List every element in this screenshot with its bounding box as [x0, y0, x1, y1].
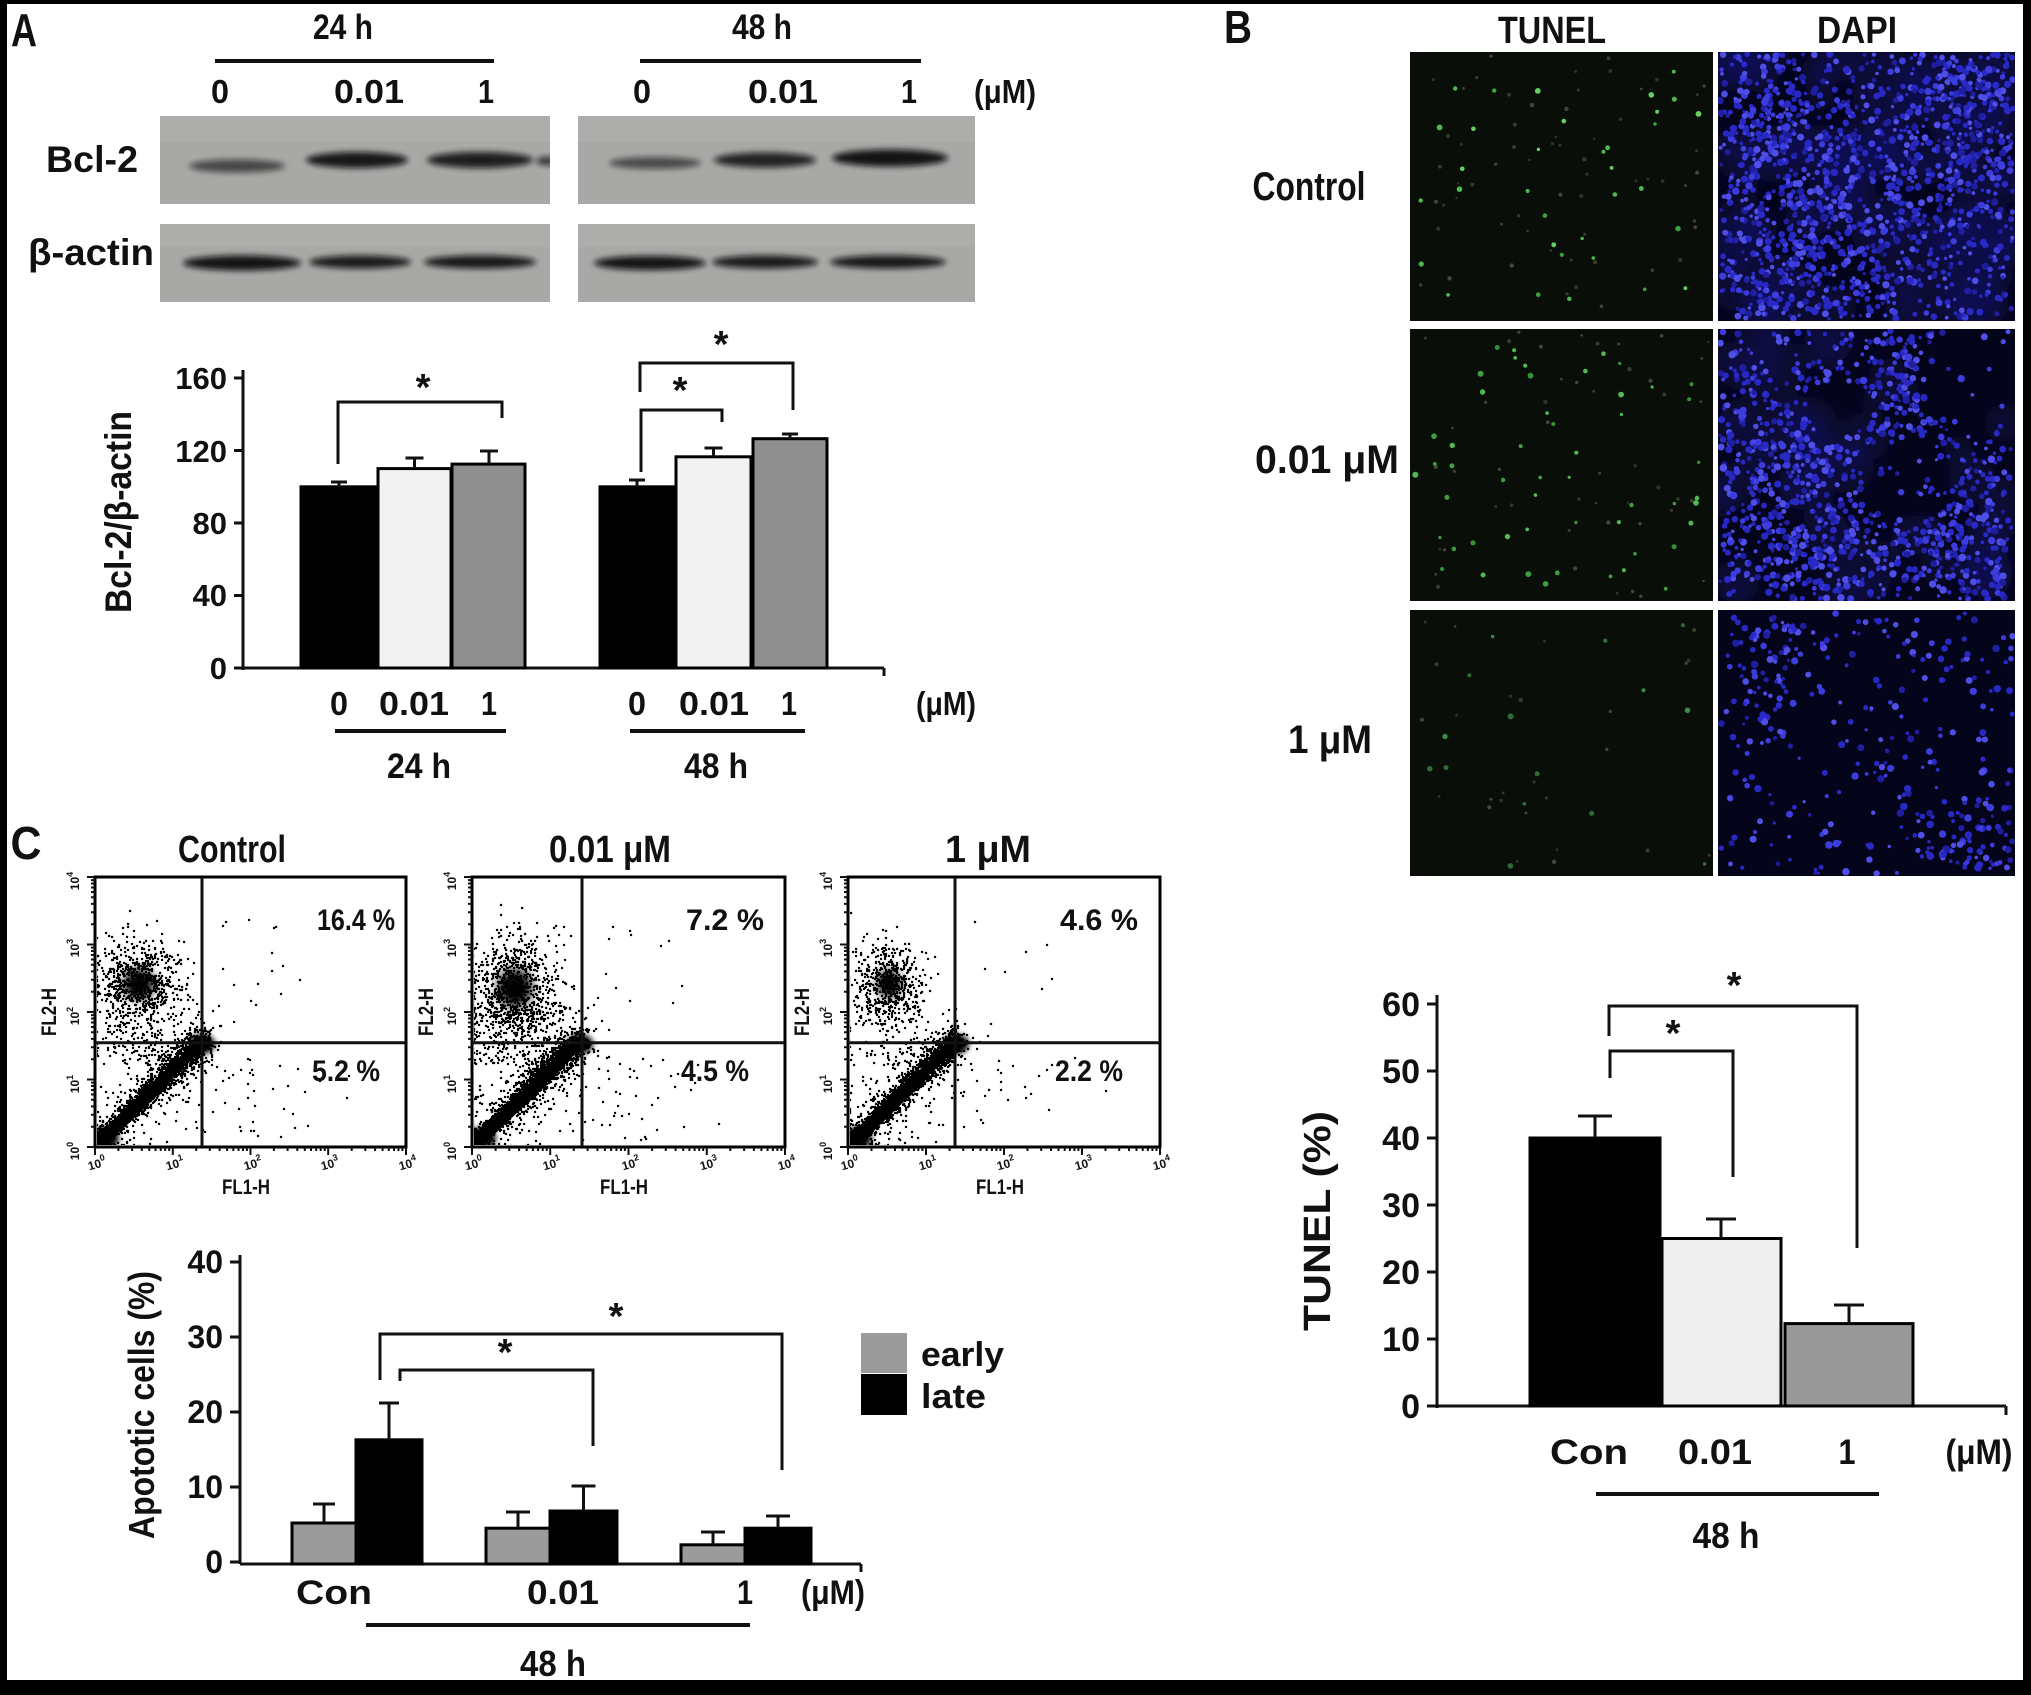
svg-text:*: * — [1727, 965, 1742, 1007]
svg-text:1 μM: 1 μM — [1288, 718, 1372, 762]
svg-text:40: 40 — [187, 1244, 223, 1280]
svg-text:0.01: 0.01 — [679, 685, 749, 722]
svg-text:48 h: 48 h — [684, 747, 748, 786]
svg-text:*: * — [714, 324, 729, 366]
svg-text:1 μM: 1 μM — [945, 829, 1031, 871]
svg-text:Con: Con — [1550, 1433, 1628, 1472]
svg-text:40: 40 — [193, 578, 227, 613]
svg-text:*: * — [609, 1296, 624, 1338]
svg-text:0.01 μM: 0.01 μM — [1255, 438, 1399, 482]
svg-text:B: B — [1224, 1, 1252, 53]
svg-text:*: * — [1666, 1013, 1681, 1055]
svg-text:*: * — [673, 370, 688, 412]
svg-text:*: * — [498, 1332, 513, 1374]
svg-text:Control: Control — [178, 829, 286, 871]
svg-text:0: 0 — [210, 651, 227, 686]
svg-text:(μM): (μM) — [916, 685, 976, 722]
svg-text:30: 30 — [187, 1319, 223, 1355]
svg-text:1: 1 — [478, 73, 494, 110]
svg-text:0: 0 — [330, 685, 348, 722]
svg-text:4.6 %: 4.6 % — [1060, 904, 1138, 937]
svg-text:1: 1 — [781, 685, 797, 722]
svg-text:0.01: 0.01 — [379, 685, 449, 722]
svg-text:0: 0 — [1401, 1388, 1420, 1426]
svg-text:0.01: 0.01 — [748, 73, 818, 110]
svg-text:TUNEL (%): TUNEL (%) — [1297, 1111, 1339, 1331]
svg-text:0: 0 — [205, 1544, 223, 1580]
svg-text:20: 20 — [1382, 1254, 1420, 1292]
svg-text:24 h: 24 h — [313, 8, 373, 47]
svg-text:0.01 μM: 0.01 μM — [549, 829, 671, 871]
svg-text:Control: Control — [1253, 165, 1366, 209]
svg-text:0.01: 0.01 — [527, 1574, 599, 1612]
svg-text:10: 10 — [187, 1469, 223, 1505]
svg-text:0.01: 0.01 — [1678, 1433, 1752, 1472]
svg-text:β-actin: β-actin — [28, 232, 154, 273]
svg-text:FL2-H: FL2-H — [38, 988, 61, 1036]
svg-text:16.4 %: 16.4 % — [317, 904, 395, 937]
svg-text:30: 30 — [1382, 1187, 1420, 1225]
svg-text:FL2-H: FL2-H — [791, 988, 814, 1036]
svg-text:FL1-H: FL1-H — [222, 1176, 270, 1199]
svg-text:0: 0 — [628, 685, 646, 722]
svg-text:FL1-H: FL1-H — [976, 1176, 1024, 1199]
svg-text:20: 20 — [187, 1394, 223, 1430]
svg-text:early: early — [921, 1336, 1004, 1374]
svg-text:1: 1 — [901, 73, 917, 110]
svg-text:1: 1 — [481, 685, 497, 722]
svg-text:0.01: 0.01 — [334, 73, 404, 110]
svg-text:(μM): (μM) — [1946, 1433, 2013, 1472]
svg-text:7.2 %: 7.2 % — [686, 904, 764, 937]
svg-text:50: 50 — [1382, 1053, 1420, 1091]
svg-text:1: 1 — [1839, 1433, 1856, 1472]
svg-text:60: 60 — [1382, 986, 1420, 1024]
svg-text:DAPI: DAPI — [1817, 10, 1897, 52]
svg-text:120: 120 — [175, 434, 227, 469]
svg-text:24 h: 24 h — [387, 747, 451, 786]
svg-text:0: 0 — [211, 73, 229, 110]
svg-text:Bcl-2: Bcl-2 — [46, 139, 138, 180]
svg-text:48 h: 48 h — [732, 8, 792, 47]
svg-text:48 h: 48 h — [520, 1643, 586, 1684]
svg-text:TUNEL: TUNEL — [1498, 10, 1606, 52]
svg-text:48 h: 48 h — [1693, 1515, 1760, 1556]
svg-text:10: 10 — [1382, 1321, 1420, 1359]
svg-text:(μM): (μM) — [801, 1574, 865, 1612]
svg-text:160: 160 — [175, 361, 227, 396]
svg-text:4.5 %: 4.5 % — [681, 1055, 749, 1088]
svg-text:2.2 %: 2.2 % — [1055, 1055, 1123, 1088]
svg-text:5.2 %: 5.2 % — [312, 1055, 380, 1088]
svg-text:*: * — [416, 367, 431, 409]
svg-text:Con: Con — [296, 1574, 372, 1612]
svg-text:Apototic cells (%): Apototic cells (%) — [121, 1271, 162, 1539]
svg-text:(μM): (μM) — [974, 73, 1036, 110]
svg-text:FL2-H: FL2-H — [415, 988, 438, 1036]
svg-text:40: 40 — [1382, 1120, 1420, 1158]
svg-text:C: C — [11, 817, 42, 869]
svg-text:1: 1 — [737, 1574, 753, 1612]
svg-text:Bcl-2/β-actin: Bcl-2/β-actin — [98, 411, 139, 613]
svg-text:A: A — [11, 4, 37, 56]
svg-text:0: 0 — [633, 73, 651, 110]
svg-text:80: 80 — [193, 506, 227, 541]
svg-text:late: late — [921, 1378, 986, 1416]
svg-text:FL1-H: FL1-H — [600, 1176, 648, 1199]
